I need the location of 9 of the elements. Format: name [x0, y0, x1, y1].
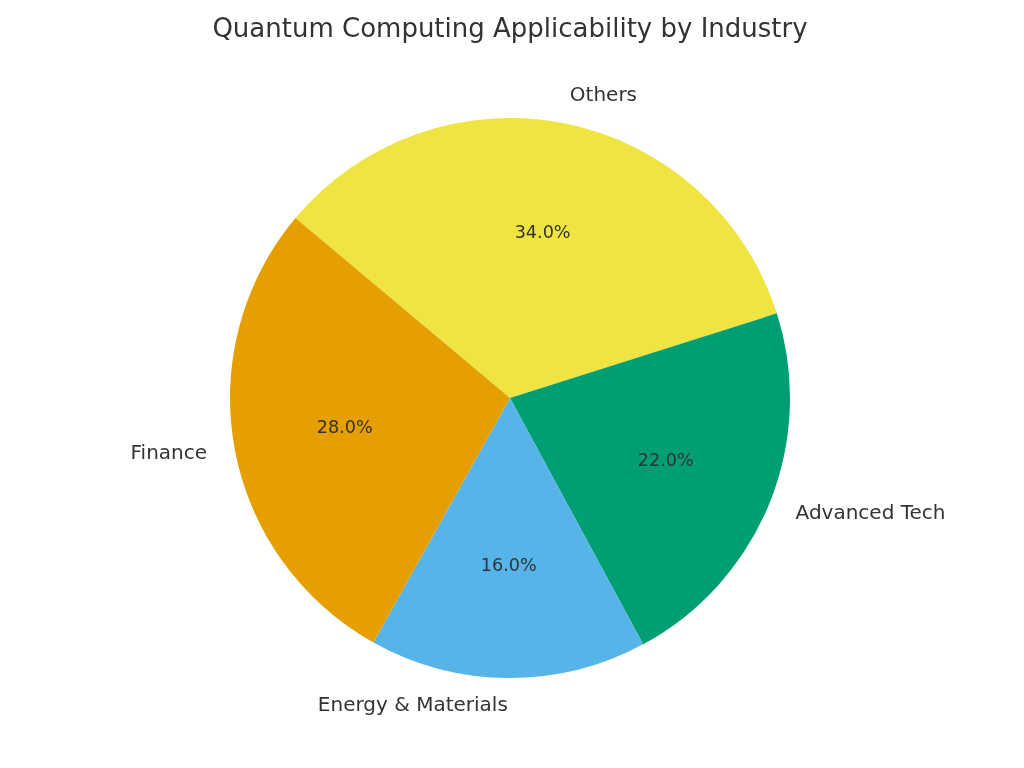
slice-label: Energy & Materials [317, 692, 508, 717]
data-label: 28.0% [316, 416, 373, 437]
slice-label: Advanced Tech [795, 499, 946, 524]
data-label: 22.0% [637, 449, 694, 470]
slice-label: Others [569, 82, 638, 107]
slice-label: Finance [130, 439, 208, 464]
chart-title: Quantum Computing Applicability by Industry [212, 12, 808, 43]
data-label: 16.0% [480, 554, 537, 575]
data-label: 34.0% [514, 221, 571, 242]
